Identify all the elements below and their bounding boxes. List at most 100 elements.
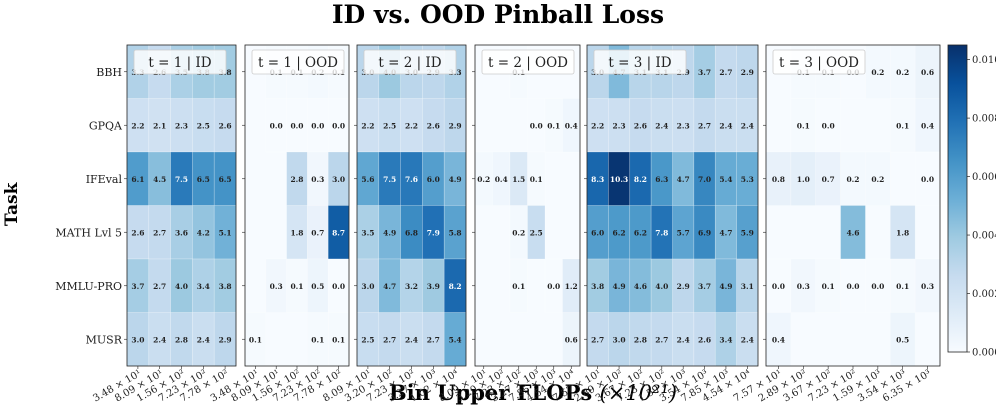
- task-label: BBH: [96, 66, 122, 79]
- cell-value-label: 2.2: [131, 121, 144, 130]
- cell-value-label: 0.5: [311, 282, 324, 291]
- cell-value-label: 4.9: [613, 282, 626, 291]
- colorbar: [947, 44, 968, 353]
- cell-value-label: 4.0: [175, 282, 188, 291]
- colorbar-tick-label: 0.002: [972, 289, 996, 300]
- cell-value-label: 8.7: [332, 228, 345, 237]
- heatmap-cell: [815, 98, 841, 153]
- cell-value-label: 2.4: [719, 121, 732, 130]
- heatmap-cell: [765, 151, 792, 206]
- cell-value-label: 0.1: [822, 282, 835, 291]
- cell-value-label: 4.0: [655, 282, 668, 291]
- cell-value-label: 2.7: [591, 335, 604, 344]
- cell-value-label: 3.1: [741, 282, 754, 291]
- cell-value-label: 0.4: [495, 175, 508, 184]
- cell-value-label: 0.3: [270, 282, 283, 291]
- cell-value-label: 3.0: [361, 282, 374, 291]
- cell-value-label: 0.0: [921, 175, 934, 184]
- heatmap-panel: 3.04.73.13.12.93.72.72.92.22.32.62.42.32…: [551, 44, 759, 404]
- panel-frame: [586, 44, 759, 367]
- chart-title: ID vs. OOD Pinball Loss: [331, 0, 665, 29]
- cell-value-label: 8.2: [449, 282, 462, 291]
- cell-value-label: 4.7: [719, 228, 732, 237]
- heatmap-panel: 3.32.63.53.83.82.22.12.32.52.66.14.57.56…: [91, 44, 237, 404]
- cell-value-label: 0.0: [332, 282, 345, 291]
- cell-value-label: 3.6: [175, 228, 188, 237]
- cell-value-label: 3.0: [131, 335, 144, 344]
- cell-value-label: 2.5: [530, 228, 543, 237]
- colorbar-tick-label: 0.000: [972, 348, 996, 359]
- cell-value-label: 0.1: [512, 282, 525, 291]
- cell-value-label: 4.2: [197, 228, 210, 237]
- cell-value-label: 0.1: [547, 121, 560, 130]
- cell-value-label: 0.1: [896, 121, 909, 130]
- cell-value-label: 0.4: [565, 121, 578, 130]
- cell-value-label: 2.4: [153, 335, 166, 344]
- heatmap-cell: [840, 258, 866, 313]
- cell-value-label: 2.9: [219, 335, 232, 344]
- x-axis-label-unit: (×10²¹): [599, 381, 678, 405]
- cell-value-label: 0.1: [311, 335, 324, 344]
- heatmap-cell: [815, 151, 841, 206]
- panel-frame: [474, 44, 581, 367]
- cell-value-label: 5.4: [719, 175, 732, 184]
- colorbar-tick-label: 0.010: [972, 55, 996, 66]
- cell-value-label: 2.1: [153, 121, 166, 130]
- cell-value-label: 0.2: [871, 68, 884, 77]
- colorbar-tick-label: 0.004: [972, 231, 996, 242]
- cell-value-label: 0.1: [530, 175, 543, 184]
- heatmap-cell: [889, 44, 916, 99]
- heatmap-cell: [865, 44, 891, 99]
- heatmap-cell: [790, 258, 817, 313]
- heatmap-cell: [765, 258, 792, 313]
- cell-value-label: 2.3: [613, 121, 626, 130]
- cell-value-label: 2.8: [175, 335, 188, 344]
- panel-label: t = 1 | OOD: [258, 55, 338, 71]
- heatmap-cell: [765, 312, 792, 367]
- cell-value-label: 2.5: [197, 121, 210, 130]
- cell-value-label: 7.5: [383, 175, 396, 184]
- cell-value-label: 4.9: [719, 282, 732, 291]
- cell-value-label: 1.8: [290, 228, 303, 237]
- cell-value-label: 2.9: [449, 121, 462, 130]
- cell-value-label: 2.7: [698, 121, 711, 130]
- cell-value-label: 0.0: [332, 121, 345, 130]
- cell-value-label: 2.4: [405, 335, 418, 344]
- cell-value-label: 0.7: [822, 175, 835, 184]
- heatmap-cell: [840, 151, 866, 206]
- cell-value-label: 0.4: [772, 335, 785, 344]
- colorbar-tick-label: 0.008: [972, 114, 996, 125]
- cell-value-label: 6.0: [591, 228, 604, 237]
- heatmap-cell: [914, 98, 941, 153]
- cell-value-label: 5.1: [219, 228, 232, 237]
- cell-value-label: 3.4: [197, 282, 210, 291]
- cell-value-label: 3.0: [332, 175, 345, 184]
- cell-value-label: 2.7: [153, 228, 166, 237]
- task-label: GPQA: [89, 119, 123, 132]
- cell-value-label: 0.0: [530, 121, 543, 130]
- heatmap-cell: [265, 258, 287, 313]
- cell-value-label: 6.0: [427, 175, 440, 184]
- cell-value-label: 0.0: [311, 121, 324, 130]
- panel-label-box: [593, 49, 687, 75]
- cell-value-label: 2.4: [741, 335, 754, 344]
- cell-value-label: 1.2: [565, 282, 578, 291]
- panel-label-box: [481, 49, 575, 75]
- cell-value-label: 0.6: [921, 68, 934, 77]
- cell-value-label: 2.5: [383, 121, 396, 130]
- cell-value-label: 3.0: [613, 335, 626, 344]
- cell-value-label: 0.6: [565, 335, 578, 344]
- cell-value-label: 2.7: [719, 68, 732, 77]
- cell-value-label: 0.8: [772, 175, 785, 184]
- heatmap-cell: [815, 258, 841, 313]
- cell-value-label: 5.8: [449, 228, 462, 237]
- panel-label: t = 2 | ID: [378, 55, 441, 71]
- panel-label-box: [363, 49, 457, 75]
- cell-value-label: 6.9: [698, 228, 711, 237]
- cell-value-label: 2.4: [677, 335, 690, 344]
- cell-value-label: 2.2: [405, 121, 418, 130]
- cell-value-label: 7.5: [175, 175, 188, 184]
- cell-value-label: 2.6: [219, 121, 232, 130]
- cell-value-label: 2.4: [655, 121, 668, 130]
